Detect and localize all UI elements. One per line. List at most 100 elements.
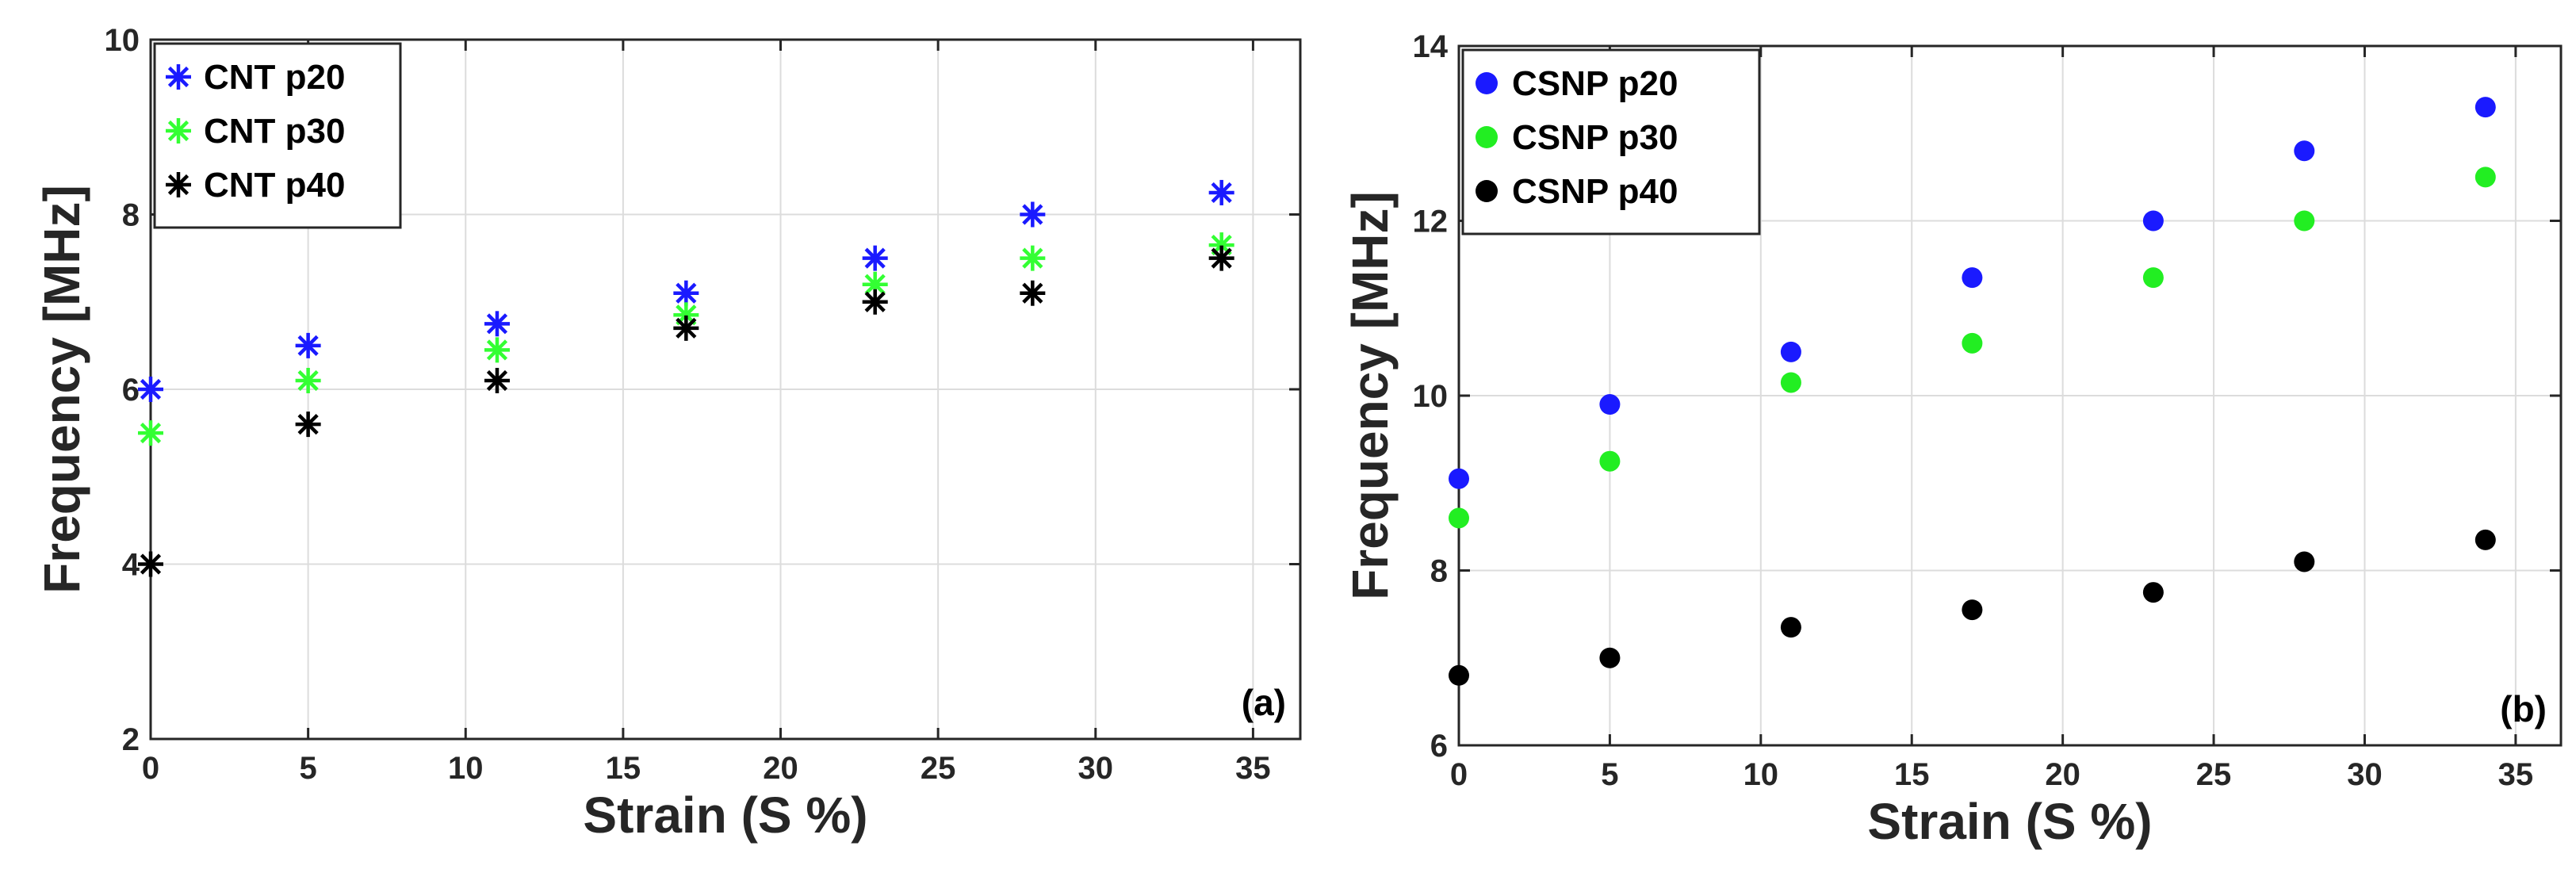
x-tick-label: 35 [1235, 751, 1271, 786]
legend-marker [1476, 180, 1498, 202]
marker-stroke [864, 291, 886, 312]
x-tick-label: 15 [1894, 757, 1930, 792]
marker-stroke [486, 339, 508, 361]
y-tick-label: 6 [122, 373, 140, 408]
marker-stroke [864, 274, 886, 295]
y-tick-label: 4 [122, 548, 140, 583]
x-tick-label: 5 [1601, 757, 1618, 792]
x-tick-label: 25 [921, 751, 956, 786]
chart-panel-b: 0 5 10 15 20 25 30 35 6 8 10 12 14 Strain (S %) Freque… [1342, 29, 2563, 850]
marker-stroke [297, 335, 319, 356]
marker-stroke [297, 413, 319, 435]
data-point [138, 377, 163, 402]
y-tick-label: 2 [122, 722, 140, 757]
marker-stroke [486, 369, 508, 392]
data-point [484, 311, 510, 337]
data-point [1962, 332, 1983, 354]
y-axis-label: Frequency [MHz] [33, 185, 90, 594]
legend-marker [166, 172, 191, 197]
legend-entry-label: CSNP p30 [1512, 118, 1678, 157]
legend-entry-label: CSNP p20 [1512, 64, 1678, 103]
x-tick-label: 10 [448, 751, 484, 786]
data-point [1780, 341, 1801, 362]
y-tick-label: 10 [105, 23, 140, 58]
y-tick-label: 10 [1413, 379, 1449, 414]
legend: CSNP p20 CSNP p30 CSNP p40 [1461, 48, 1761, 235]
data-point [1599, 647, 1621, 668]
data-point [484, 337, 510, 363]
data-point [1780, 372, 1801, 393]
panel-label: (a) [1242, 682, 1286, 723]
data-point [2294, 551, 2315, 572]
data-point [1962, 599, 1983, 621]
y-tick-label: 6 [1430, 729, 1448, 764]
x-tick-label: 20 [763, 751, 798, 786]
x-tick-label: 35 [2498, 757, 2534, 792]
data-point [295, 412, 321, 438]
data-point [2475, 167, 2496, 188]
marker-stroke [486, 313, 508, 335]
data-point [1208, 245, 1234, 271]
marker-stroke [1022, 247, 1043, 269]
x-tick-label: 10 [1743, 757, 1779, 792]
series-cnt-p20 [138, 179, 1234, 402]
legend: CNT p20 CNT p30 CNT p40 [153, 42, 402, 229]
y-tick-label: 14 [1413, 29, 1449, 64]
x-tick-label: 15 [606, 751, 641, 786]
chart-panel-a: 0 5 10 15 20 25 30 35 2 4 6 8 10 Strain (S %) Frequenc… [33, 23, 1302, 844]
x-tick-label: 20 [2045, 757, 2080, 792]
data-point [1449, 468, 1469, 489]
legend-entry-label: CSNP p40 [1512, 172, 1678, 211]
data-point [673, 315, 699, 341]
legend-marker [1476, 72, 1498, 94]
x-tick-label: 30 [2347, 757, 2383, 792]
data-point [1599, 394, 1621, 415]
legend-entry-label: CNT p20 [204, 58, 345, 97]
marker-stroke [167, 120, 189, 142]
data-point [862, 245, 888, 271]
x-tick-label: 25 [2196, 757, 2232, 792]
data-point [673, 280, 699, 306]
data-point [138, 420, 163, 446]
data-point [138, 551, 163, 577]
data-point [1780, 617, 1801, 638]
series-cnt-p40 [138, 245, 1234, 577]
marker-stroke [1022, 282, 1043, 304]
data-point [484, 367, 510, 393]
series-csnp-p40 [1449, 529, 2496, 686]
data-point [862, 289, 888, 315]
x-tick-label: 5 [300, 751, 317, 786]
y-tick-label: 12 [1413, 205, 1449, 239]
x-tick-label: 30 [1078, 751, 1114, 786]
marker-stroke [1211, 182, 1232, 204]
marker-stroke [167, 174, 189, 196]
marker-stroke [1022, 204, 1043, 225]
series-csnp-p30 [1449, 167, 2496, 529]
x-tick-label: 0 [142, 751, 159, 786]
marker-stroke [676, 282, 697, 304]
legend-entry-label: CNT p30 [204, 112, 345, 151]
data-point [2142, 582, 2164, 603]
data-point [1020, 280, 1046, 306]
x-axis-label: Strain (S %) [1867, 793, 2152, 850]
data-point [1449, 664, 1469, 686]
marker-stroke [864, 247, 886, 269]
data-point [2475, 97, 2496, 118]
data-point [1020, 245, 1046, 271]
legend-marker [166, 64, 191, 90]
legend-entry-label: CNT p40 [204, 166, 345, 205]
data-point [2142, 267, 2164, 289]
series-csnp-p20 [1449, 97, 2496, 489]
y-tick-label: 8 [122, 198, 140, 233]
data-point [1449, 507, 1469, 529]
data-point [2294, 210, 2315, 232]
legend-marker [1476, 126, 1498, 148]
data-point [295, 332, 321, 358]
x-tick-label: 0 [1450, 757, 1468, 792]
panel-label: (b) [2500, 688, 2547, 729]
data-point [2475, 529, 2496, 550]
data-point [2142, 210, 2164, 232]
marker-stroke [676, 317, 697, 339]
y-axis-label: Frequency [MHz] [1342, 191, 1399, 600]
